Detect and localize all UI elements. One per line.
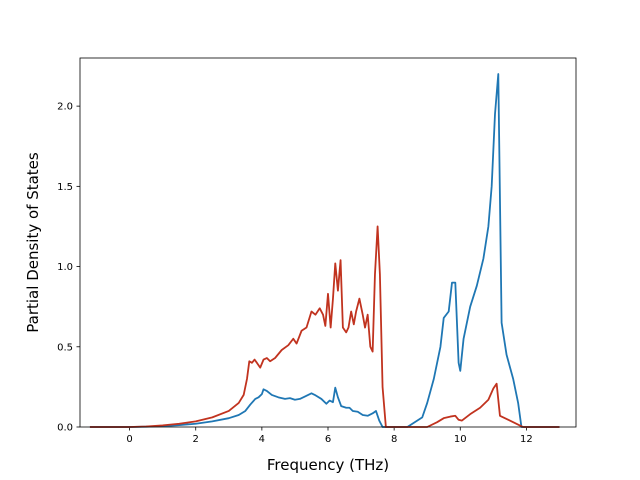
series-line-2: [89, 225, 560, 428]
x-tick-label: 4: [259, 434, 265, 445]
y-tick-label: 0.0: [57, 423, 73, 434]
y-tick-label: 1.0: [57, 262, 73, 273]
y-axis-label: Partial Density of States: [24, 152, 42, 333]
plot-frame: [79, 57, 577, 428]
series-line-1: [89, 73, 560, 428]
series-layer: [89, 73, 560, 428]
x-tick-label: 10: [454, 434, 467, 445]
x-tick-label: 0: [126, 434, 132, 445]
x-tick-label: 12: [520, 434, 533, 445]
x-tick-label: 6: [325, 434, 331, 445]
y-axis-ticks: 0.0 0.5 1.0 1.5 2.0: [57, 102, 80, 434]
x-tick-label: 8: [391, 434, 397, 445]
y-tick-label: 1.5: [57, 182, 73, 193]
y-tick-label: 0.5: [57, 342, 73, 353]
y-tick-label: 2.0: [57, 102, 73, 113]
x-tick-label: 2: [193, 434, 199, 445]
x-axis-label: Frequency (THz): [267, 456, 389, 474]
